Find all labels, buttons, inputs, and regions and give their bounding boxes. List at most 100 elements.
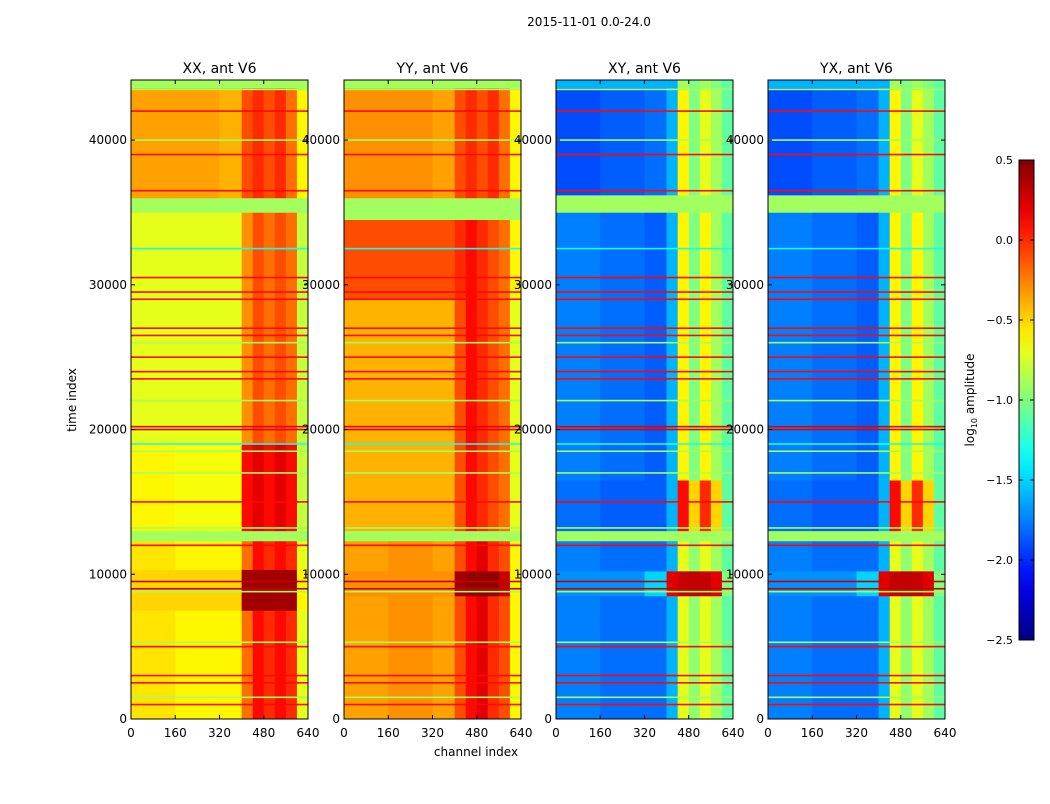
heatmap-cell: [454, 571, 466, 597]
heatmap-cell: [768, 212, 813, 481]
flagged-row: [344, 139, 521, 141]
heatmap-cell: [922, 80, 935, 89]
flagged-row: [768, 645, 945, 648]
heatmap-cell: [487, 80, 500, 89]
heatmap-cell: [175, 197, 220, 213]
flagged-row: [556, 527, 733, 529]
heatmap-cell: [175, 87, 220, 199]
flagged-row: [344, 682, 521, 684]
flagged-row: [131, 334, 308, 337]
heatmap-cell: [812, 87, 857, 196]
x-tick-label: 480: [889, 726, 912, 740]
heatmap-cell: [688, 480, 701, 532]
heatmap-cell: [219, 530, 242, 542]
flagged-row: [344, 428, 521, 431]
heatmap-cell: [911, 480, 924, 532]
flagged-row: [768, 501, 945, 503]
x-tick-label: 0: [552, 726, 560, 740]
heatmap-cell: [285, 197, 298, 213]
heatmap-cell: [933, 212, 946, 481]
heatmap-cell: [721, 212, 734, 481]
flagged-row: [768, 153, 945, 156]
heatmap-cell: [263, 569, 276, 611]
heatmap-cell: [856, 480, 879, 532]
colorbar-tick-label: −1.5: [986, 474, 1013, 487]
heatmap-cell: [721, 87, 734, 196]
heatmap-cell: [933, 480, 946, 532]
flagged-row: [344, 587, 521, 590]
heatmap-cell: [432, 219, 455, 300]
flagged-row: [131, 378, 308, 380]
heatmap-cell: [856, 530, 879, 542]
heatmap-cell: [768, 571, 813, 597]
heatmap-cell: [556, 212, 601, 481]
flagged-row: [556, 298, 733, 301]
heatmap-cell: [922, 195, 935, 213]
figure-title: 2015-11-01 0.0-24.0: [527, 15, 651, 29]
heatmap-cell: [889, 480, 902, 532]
heatmap-cell: [889, 195, 902, 213]
heatmap-cell: [487, 87, 500, 199]
flagged-row: [344, 88, 521, 91]
heatmap-cell: [252, 80, 265, 89]
heatmap-cell: [219, 444, 242, 532]
heatmap-cell: [900, 530, 913, 542]
heatmap-cell: [600, 212, 645, 481]
heatmap-cell: [175, 80, 220, 89]
flagged-row: [344, 247, 521, 250]
flagged-row: [344, 110, 521, 112]
flagged-row: [556, 590, 733, 593]
flagged-row: [131, 527, 308, 529]
heatmap-cell: [388, 219, 433, 300]
heatmap-cell: [812, 212, 857, 481]
heatmap-cell: [677, 540, 690, 720]
x-tick-label: 160: [164, 726, 187, 740]
flagged-row: [131, 208, 308, 211]
flagged-row: [556, 472, 733, 474]
flagged-row: [556, 334, 733, 337]
flagged-row: [131, 110, 308, 112]
y-tick-label: 10000: [302, 567, 340, 581]
heatmap-cell: [710, 571, 723, 597]
heatmap-cell: [454, 299, 466, 532]
heatmap-cell: [699, 530, 712, 542]
heatmap-cell: [812, 571, 857, 597]
heatmap-cell: [699, 212, 712, 481]
heatmap-cell: [454, 530, 466, 542]
flagged-row: [768, 428, 945, 431]
heatmap-cell: [878, 480, 890, 532]
heatmap-cell: [878, 530, 890, 542]
flagged-row: [131, 703, 308, 706]
heatmap-cell: [274, 444, 287, 532]
flagged-row: [131, 341, 308, 344]
heatmap-cell: [922, 540, 935, 720]
flagged-row: [344, 276, 521, 279]
heatmap-cell: [476, 571, 489, 597]
heatmap-cell: [344, 540, 389, 720]
flagged-row: [344, 153, 521, 156]
heatmap-cell: [465, 219, 478, 300]
flagged-row: [556, 378, 733, 380]
y-tick-label: 0: [756, 712, 764, 726]
flagged-row: [131, 428, 308, 431]
heatmap-cell: [509, 80, 522, 89]
flagged-row: [344, 298, 521, 301]
flagged-row: [556, 587, 733, 590]
heatmap-cell: [889, 80, 902, 89]
heatmap-cell: [432, 87, 455, 199]
y-tick-label: 30000: [302, 278, 340, 292]
x-tick-label: 0: [127, 726, 135, 740]
flagged-row: [131, 327, 308, 330]
y-tick-label: 30000: [514, 278, 552, 292]
flagged-row: [556, 291, 733, 293]
flagged-row: [768, 472, 945, 474]
heatmap-cell: [487, 299, 500, 532]
heatmap-cell: [263, 444, 276, 532]
heatmap-cell: [241, 540, 253, 720]
heatmap-cell: [296, 197, 309, 213]
flagged-row: [556, 153, 733, 156]
heatmap-cell: [219, 569, 242, 611]
heatmap-cell: [644, 80, 667, 89]
heatmap-cell: [263, 197, 276, 213]
heatmap-cell: [274, 530, 287, 542]
